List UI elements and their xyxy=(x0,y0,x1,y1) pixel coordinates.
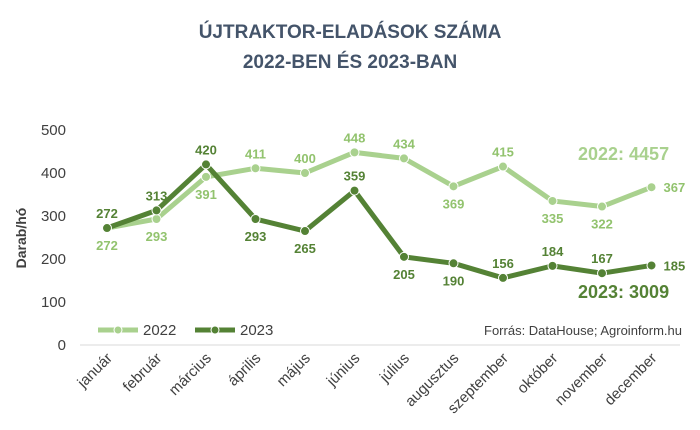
data-label: 434 xyxy=(393,136,415,151)
data-label: 190 xyxy=(443,273,465,288)
data-point xyxy=(547,195,558,206)
x-tick-label: június xyxy=(323,350,363,390)
source-note: Forrás: DataHouse; Agroinform.hu xyxy=(484,323,682,338)
data-point xyxy=(646,260,657,271)
data-point xyxy=(547,260,558,271)
data-label: 391 xyxy=(195,187,217,202)
y-tick-label: 0 xyxy=(58,337,66,354)
x-tick-label: január xyxy=(74,350,116,392)
y-tick-label: 400 xyxy=(41,165,66,182)
data-point xyxy=(597,201,607,212)
data-point xyxy=(399,251,409,262)
data-point xyxy=(151,205,162,216)
data-label: 185 xyxy=(664,258,686,273)
data-label: 367 xyxy=(664,180,686,195)
data-point xyxy=(201,159,211,170)
data-point xyxy=(151,214,162,225)
data-point xyxy=(250,163,261,174)
data-label: 272 xyxy=(96,206,118,221)
x-tick-label: április xyxy=(225,350,265,390)
series-2023: 272 313 420 293 265 359 205 190 156 184 167 185 xyxy=(96,142,685,288)
data-point xyxy=(102,223,112,234)
data-point xyxy=(300,168,310,178)
chart-title-line-2: 2022-BEN ÉS 2023-BAN xyxy=(243,51,457,73)
data-label: 156 xyxy=(492,256,514,271)
annotation-total-2022: 2022: 4457 xyxy=(578,144,669,164)
data-point xyxy=(250,214,261,225)
x-tick-label: május xyxy=(274,350,314,390)
data-point xyxy=(349,185,360,196)
data-point xyxy=(448,181,459,192)
data-point xyxy=(349,147,360,158)
y-tick-label: 500 xyxy=(41,122,66,139)
data-point xyxy=(201,171,211,182)
data-label: 293 xyxy=(245,229,267,244)
data-point xyxy=(597,268,607,279)
legend-label-2023: 2023 xyxy=(240,322,273,339)
data-label: 313 xyxy=(146,188,168,203)
data-label: 369 xyxy=(443,196,465,211)
data-label: 184 xyxy=(542,244,564,259)
data-label: 415 xyxy=(492,145,514,160)
legend-label-2022: 2022 xyxy=(143,322,176,339)
data-label: 205 xyxy=(393,267,415,282)
data-label: 359 xyxy=(344,169,366,184)
chart-title-line-1: ÚJTRAKTOR-ELADÁSOK SZÁMA xyxy=(199,21,502,43)
data-label: 272 xyxy=(96,238,118,253)
x-tick-label: október xyxy=(514,350,561,397)
legend-marker-2022 xyxy=(113,325,123,335)
y-tick-label: 100 xyxy=(41,294,66,311)
data-label: 265 xyxy=(294,241,316,256)
data-point xyxy=(498,161,508,172)
data-label: 293 xyxy=(146,229,168,244)
data-label: 167 xyxy=(591,251,613,266)
data-label: 420 xyxy=(195,142,217,157)
data-point xyxy=(448,258,459,269)
data-label: 411 xyxy=(245,146,266,161)
data-point xyxy=(399,153,409,164)
x-tick-label: július xyxy=(376,350,413,387)
y-tick-label: 200 xyxy=(41,251,66,268)
series-2022: 272 293 391 411 400 448 434 369 415 335 322 367 xyxy=(96,130,685,253)
x-tick-label: november xyxy=(552,350,611,409)
x-tick-label: december xyxy=(601,350,660,409)
annotation-total-2023: 2023: 3009 xyxy=(578,282,669,302)
legend-marker-2023 xyxy=(210,325,220,335)
data-label: 400 xyxy=(294,151,316,166)
data-point xyxy=(646,182,657,193)
legend: 2022 2023 xyxy=(98,322,273,339)
x-tick-label: február xyxy=(120,350,166,396)
x-tick-label: március xyxy=(166,350,215,399)
data-label: 335 xyxy=(542,211,564,226)
series-line-2022 xyxy=(106,149,653,231)
y-tick-label: 300 xyxy=(41,208,66,225)
data-label: 448 xyxy=(344,130,366,145)
data-point xyxy=(498,272,508,283)
data-point xyxy=(300,226,310,237)
data-label: 322 xyxy=(591,217,613,232)
y-axis-label: Darab/hó xyxy=(13,208,29,269)
series-line-2023 xyxy=(106,161,652,281)
